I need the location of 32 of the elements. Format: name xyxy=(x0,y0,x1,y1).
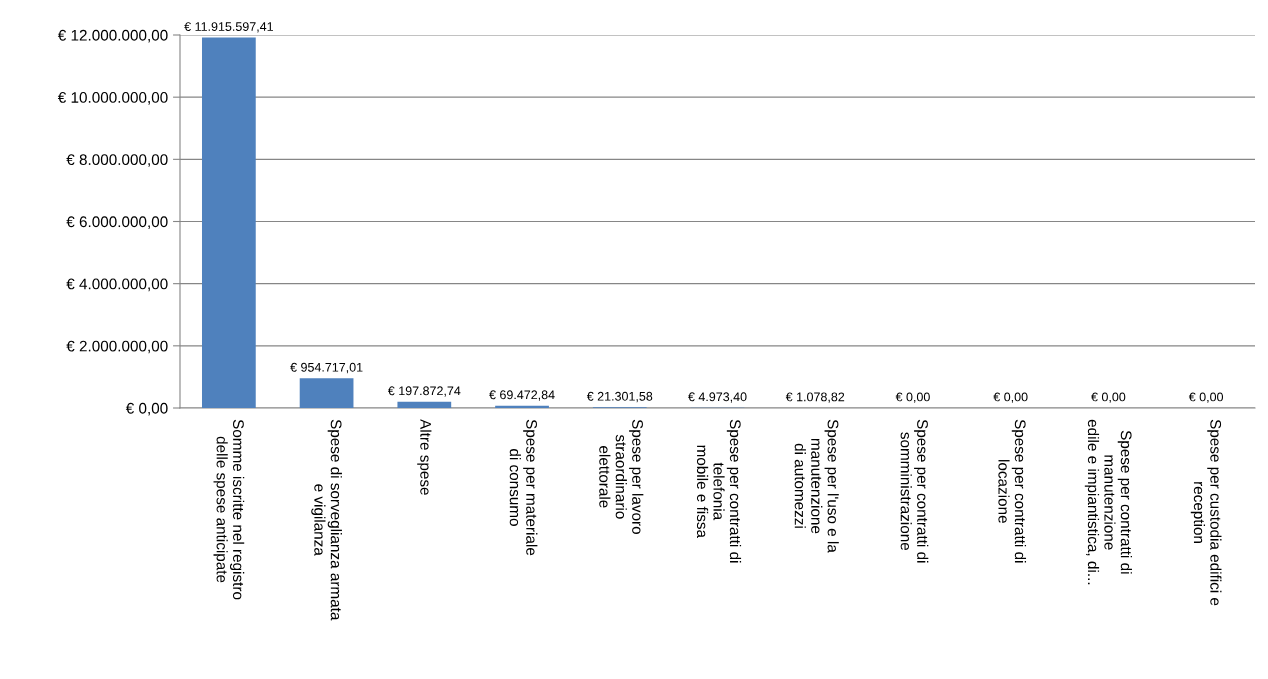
data-label: € 0,00 xyxy=(1091,392,1126,403)
x-tick-label: Spese per lavoro straordinario elettorale xyxy=(599,419,644,534)
bar xyxy=(299,378,354,408)
y-tick-label: € 0,00 xyxy=(125,402,168,416)
bar xyxy=(201,37,256,408)
data-label: € 0,00 xyxy=(895,392,930,403)
x-tick-label: Spese per l'uso e la manutenzione di automezzi xyxy=(794,419,839,553)
bar xyxy=(397,401,452,408)
y-tick-label: € 4.000.000,00 xyxy=(66,278,168,292)
data-label: € 69.472,84 xyxy=(489,390,555,401)
x-tick-label: Spese per materiale di consumo xyxy=(509,419,538,556)
data-label: € 197.872,74 xyxy=(387,386,461,397)
data-label: € 11.915.597,41 xyxy=(184,22,273,33)
x-tick-label: Spese per contratti di manutenzione edile e impiantistica, di... xyxy=(1084,419,1132,585)
y-tick-label: € 12.000.000,00 xyxy=(57,29,168,43)
data-label: € 0,00 xyxy=(993,392,1028,403)
y-tick-label: € 2.000.000,00 xyxy=(66,340,168,354)
x-tick-label: Spese per contratti di telefonia mobile e fissa xyxy=(696,419,742,563)
data-label: € 4.973,40 xyxy=(688,392,747,403)
y-tick-label: € 8.000.000,00 xyxy=(66,154,168,167)
data-label: € 954.717,01 xyxy=(290,362,363,374)
x-tick-label: Altre spese xyxy=(417,419,432,495)
bar xyxy=(495,405,549,408)
x-tick-label: Spese per contratti di locazione xyxy=(998,419,1027,563)
y-tick-label: € 10.000.000,00 xyxy=(57,92,168,105)
x-tick-label: Spese di sorveglianza armata e vigilanza xyxy=(311,419,342,621)
data-label: € 0,00 xyxy=(1188,392,1224,403)
x-tick-label: Somme iscritte nel registro delle spese anticipate xyxy=(213,419,245,600)
data-label: € 1.078,82 xyxy=(785,392,845,403)
data-label: € 21.301,58 xyxy=(586,391,653,403)
x-tick-label: Spese per custodia edifici e reception xyxy=(1190,419,1222,606)
y-tick-label: € 6.000.000,00 xyxy=(66,216,168,229)
